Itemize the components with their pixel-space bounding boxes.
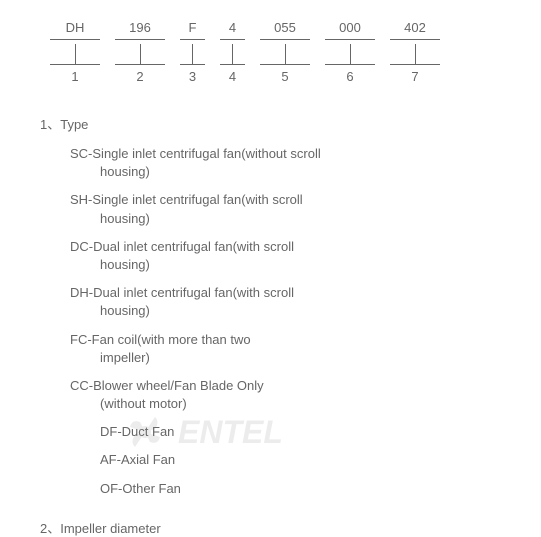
code-connector-5 [260, 44, 310, 64]
type-item-5: FC-Fan coil(with more than twoimpeller) [70, 331, 511, 367]
code-connector-3 [180, 44, 205, 64]
code-headerers-row: DH 196 F4 055 000 402 [50, 20, 511, 39]
code-header-6: 000 [325, 20, 375, 39]
code-connectors-row [50, 44, 511, 64]
type-item-sub: (without motor) [100, 395, 511, 413]
type-item-main: DC-Dual inlet centrifugal fan(with scrol… [70, 238, 511, 256]
code-header-5: 055 [260, 20, 310, 39]
type-item-main: AF-Axial Fan [100, 451, 511, 469]
type-item-7: DF-Duct Fan [100, 423, 511, 441]
type-item-sub: housing) [100, 210, 511, 228]
code-connector-7 [390, 44, 440, 64]
code-header-4: 4 [220, 20, 245, 39]
code-line-1 [50, 39, 100, 44]
code-connector-2 [115, 44, 165, 64]
code-line-3 [180, 39, 205, 44]
type-item-main: SH-Single inlet centrifugal fan(with scr… [70, 191, 511, 209]
type-item-main: OF-Other Fan [100, 480, 511, 498]
code-number-4: 4 [220, 64, 245, 84]
code-header-3: F [180, 20, 205, 39]
code-number-7: 7 [390, 64, 440, 84]
type-item-6: CC-Blower wheel/Fan Blade Only(without m… [70, 377, 511, 413]
type-list: SC-Single inlet centrifugal fan(without … [70, 145, 511, 498]
section-2-title: 2、Impeller diameter [40, 518, 511, 537]
code-number-5: 5 [260, 64, 310, 84]
type-item-sub: impeller) [100, 349, 511, 367]
code-number-3: 3 [180, 64, 205, 84]
code-connector-6 [325, 44, 375, 64]
code-line-2 [115, 39, 165, 44]
code-breakdown-table: DH196F4055000402 1234567 [50, 20, 511, 84]
type-item-main: CC-Blower wheel/Fan Blade Only [70, 377, 511, 395]
code-line-7 [390, 39, 440, 44]
type-item-8: AF-Axial Fan [100, 451, 511, 469]
code-line-5 [260, 39, 310, 44]
code-number-6: 6 [325, 64, 375, 84]
code-connector-4 [220, 44, 245, 64]
code-header-1: DH [50, 20, 100, 39]
code-number-1: 1 [50, 64, 100, 84]
type-item-main: FC-Fan coil(with more than two [70, 331, 511, 349]
section-1-title: 1、Type [40, 114, 511, 133]
code-connector-1 [50, 44, 100, 64]
type-item-main: DF-Duct Fan [100, 423, 511, 441]
code-header-2: 196 [115, 20, 165, 39]
code-numbers-row: 1234567 [50, 64, 511, 84]
type-item-1: SC-Single inlet centrifugal fan(without … [70, 145, 511, 181]
type-item-3: DC-Dual inlet centrifugal fan(with scrol… [70, 238, 511, 274]
code-line-6 [325, 39, 375, 44]
type-item-sub: housing) [100, 302, 511, 320]
type-item-2: SH-Single inlet centrifugal fan(with scr… [70, 191, 511, 227]
type-item-sub: housing) [100, 256, 511, 274]
type-item-main: SC-Single inlet centrifugal fan(without … [70, 145, 511, 163]
type-item-9: OF-Other Fan [100, 480, 511, 498]
type-item-sub: housing) [100, 163, 511, 181]
type-item-main: DH-Dual inlet centrifugal fan(with scrol… [70, 284, 511, 302]
code-header-7: 402 [390, 20, 440, 39]
type-item-4: DH-Dual inlet centrifugal fan(with scrol… [70, 284, 511, 320]
code-number-2: 2 [115, 64, 165, 84]
code-line-4 [220, 39, 245, 44]
